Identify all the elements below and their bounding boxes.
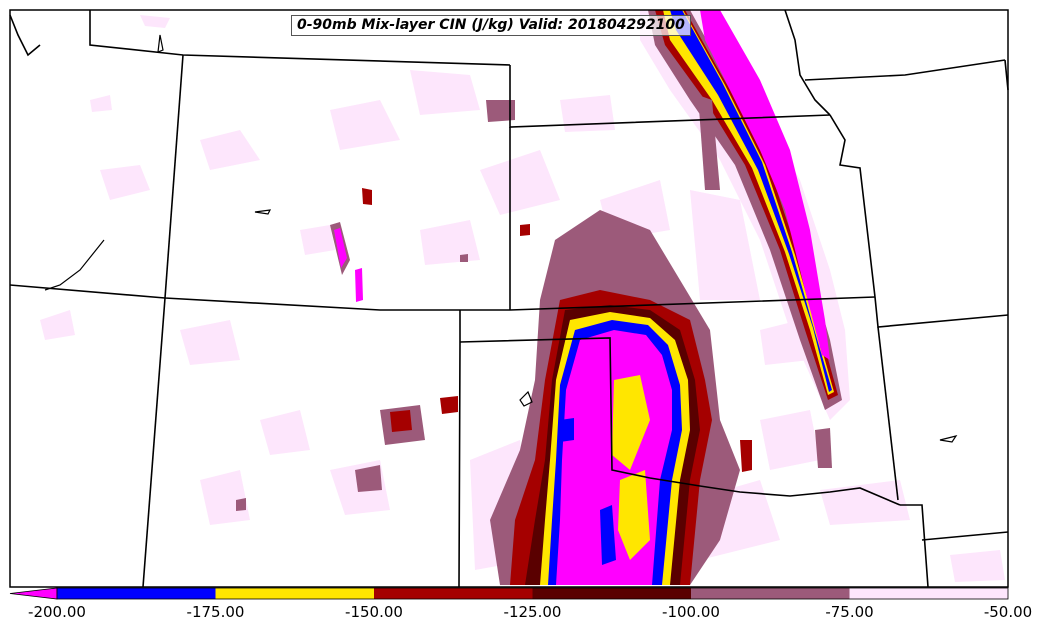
state-boundaries	[9, 9, 1009, 588]
colorbar-bin-3	[532, 588, 691, 599]
colorbar-bin-5	[849, 588, 1008, 599]
colorbar-bin-4	[691, 588, 850, 599]
colorbar-bin-2	[374, 588, 533, 599]
colorbar-tick-label: -175.00	[186, 603, 245, 621]
colorbar-tick-label: -125.00	[503, 603, 562, 621]
isolated-cin-cells	[236, 100, 832, 511]
northern-cin-band	[640, 10, 850, 420]
plot-frame	[9, 9, 1009, 588]
colorbar-tick-label: -200.00	[28, 603, 86, 621]
colorbar-tick-label: -150.00	[345, 603, 403, 621]
southern-cin-plume	[490, 210, 740, 585]
colorbar-frame	[56, 587, 1009, 600]
lakes	[44, 34, 958, 443]
colorbar	[9, 587, 1009, 600]
colorbar-under-triangle	[9, 587, 58, 600]
colorbar-tick-label: -100.00	[662, 603, 720, 621]
colorbar-tick-label: -75.00	[825, 603, 874, 621]
colorbar-tick-label: -50.00	[983, 603, 1033, 621]
colorbar-bin-0	[57, 588, 216, 599]
map-title: 0-90mb Mix-layer CIN (J/kg) Valid: 20180…	[291, 15, 691, 36]
colorbar-bin-1	[215, 588, 374, 599]
